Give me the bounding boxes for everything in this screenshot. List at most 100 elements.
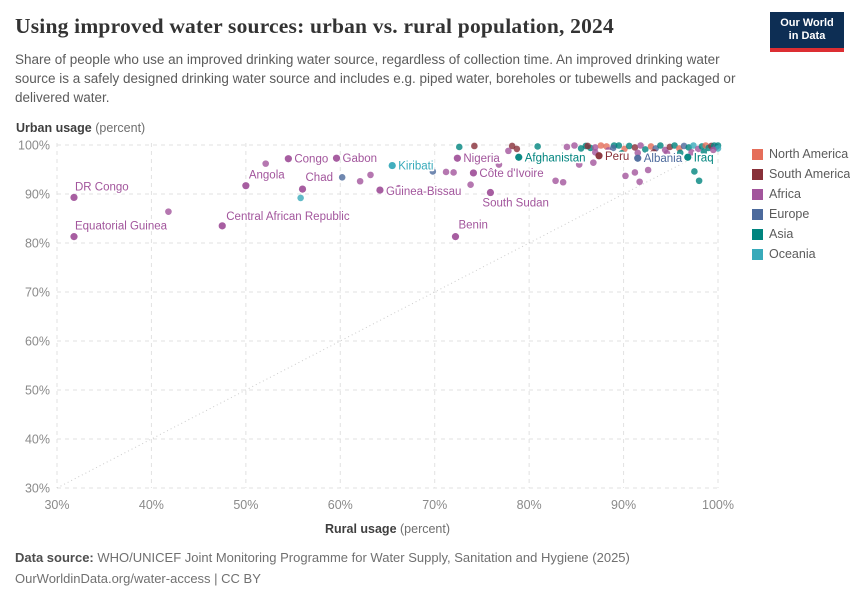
data-point[interactable] [597,142,605,149]
data-point[interactable] [631,169,639,176]
data-point[interactable] [297,194,304,202]
footer-source-label: Data source: [15,550,94,565]
data-point[interactable] [563,143,571,151]
data-point[interactable] [618,150,625,157]
data-point[interactable] [676,149,684,157]
data-point-albania[interactable] [634,154,642,162]
data-point-nigeria[interactable] [453,154,461,162]
y-axis-title-unit: (percent) [95,121,146,135]
y-axis-tick-label: 70% [25,286,50,300]
x-axis-tick-label: 100% [702,498,734,512]
data-point[interactable] [395,184,403,192]
data-point[interactable] [467,181,474,188]
data-point[interactable] [534,143,541,150]
legend-item-africa[interactable]: Africa [752,187,850,201]
y-axis-tick-label: 40% [25,433,50,447]
data-point[interactable] [644,166,652,174]
country-label: South Sudan [482,198,549,210]
legend-swatch [752,168,763,180]
data-point[interactable] [695,177,703,185]
data-point[interactable] [631,144,639,151]
data-point[interactable] [442,168,450,176]
data-point[interactable] [508,142,516,150]
data-point-south-sudan[interactable] [486,188,495,197]
data-point-guinea-bissau[interactable] [376,186,384,194]
data-point[interactable] [165,208,172,215]
data-point[interactable] [625,142,633,150]
data-point[interactable] [552,177,559,185]
data-point-peru[interactable] [595,152,603,160]
x-axis-tick-label: 50% [233,498,258,512]
country-label: Nigeria [463,153,500,165]
data-point-dr-congo[interactable] [70,193,78,202]
data-point[interactable] [571,142,578,149]
data-point-angola[interactable] [242,182,250,190]
data-point-benin[interactable] [451,233,460,241]
data-point[interactable] [688,149,695,156]
data-point[interactable] [657,142,664,149]
y-axis-tick-label: 30% [25,482,50,496]
data-point[interactable] [577,145,585,152]
data-point[interactable] [495,161,503,168]
data-point-equatorial-guinea[interactable] [70,233,78,241]
owid-logo[interactable]: Our World in Data [770,12,844,52]
data-point[interactable] [369,154,376,162]
data-point[interactable] [671,142,678,149]
data-point[interactable] [559,178,567,186]
data-point-chad[interactable] [298,185,307,193]
country-label: Albania [644,153,683,165]
legend-item-oceania[interactable]: Oceania [752,247,850,261]
data-point[interactable] [367,171,374,179]
data-point[interactable] [700,148,708,156]
data-point[interactable] [622,172,629,180]
data-point-c-te-d-ivoire[interactable] [469,169,478,177]
legend-item-europe[interactable]: Europe [752,207,850,221]
data-point[interactable] [650,149,658,156]
footer-link[interactable]: OurWorldinData.org/water-access [15,571,211,586]
legend-label: Oceania [769,247,816,261]
data-point[interactable] [450,169,457,176]
legend-label: South America [769,167,850,181]
legend-swatch [752,208,763,220]
data-point[interactable] [455,143,463,151]
data-point[interactable] [609,144,617,152]
data-point[interactable] [691,168,698,175]
data-point[interactable] [338,174,346,181]
x-axis-tick-label: 80% [517,498,542,512]
data-point[interactable] [709,146,717,154]
data-point[interactable] [615,142,623,149]
data-point[interactable] [262,160,269,167]
data-point[interactable] [591,144,599,151]
data-point[interactable] [584,142,591,150]
data-point[interactable] [471,142,478,150]
data-point[interactable] [641,146,649,153]
x-axis-tick-label: 90% [611,498,636,512]
data-point[interactable] [690,142,697,149]
legend-item-asia[interactable]: Asia [752,227,850,241]
data-point[interactable] [634,149,642,157]
data-point[interactable] [356,177,364,185]
data-point-central-african-republic[interactable] [218,222,226,230]
legend-swatch [752,228,763,240]
data-point[interactable] [663,150,671,157]
data-point-iraq[interactable] [684,153,692,161]
legend-item-north-america[interactable]: North America [752,147,850,161]
data-point-afghanistan[interactable] [515,153,523,161]
data-point-congo[interactable] [284,155,292,163]
data-point[interactable] [513,145,521,153]
data-point[interactable] [670,156,677,163]
data-point[interactable] [590,159,597,166]
legend-item-south-america[interactable]: South America [752,167,850,181]
footer-license: CC BY [221,571,261,586]
country-label: Angola [249,170,285,182]
data-point[interactable] [429,168,437,175]
data-point[interactable] [636,178,643,186]
data-point-gabon[interactable] [332,154,341,162]
data-point-kiribati[interactable] [388,161,396,170]
legend-swatch [752,248,763,260]
y-axis-tick-label: 80% [25,237,50,251]
data-point[interactable] [505,147,512,155]
data-point[interactable] [575,161,583,168]
data-point[interactable] [637,142,644,149]
